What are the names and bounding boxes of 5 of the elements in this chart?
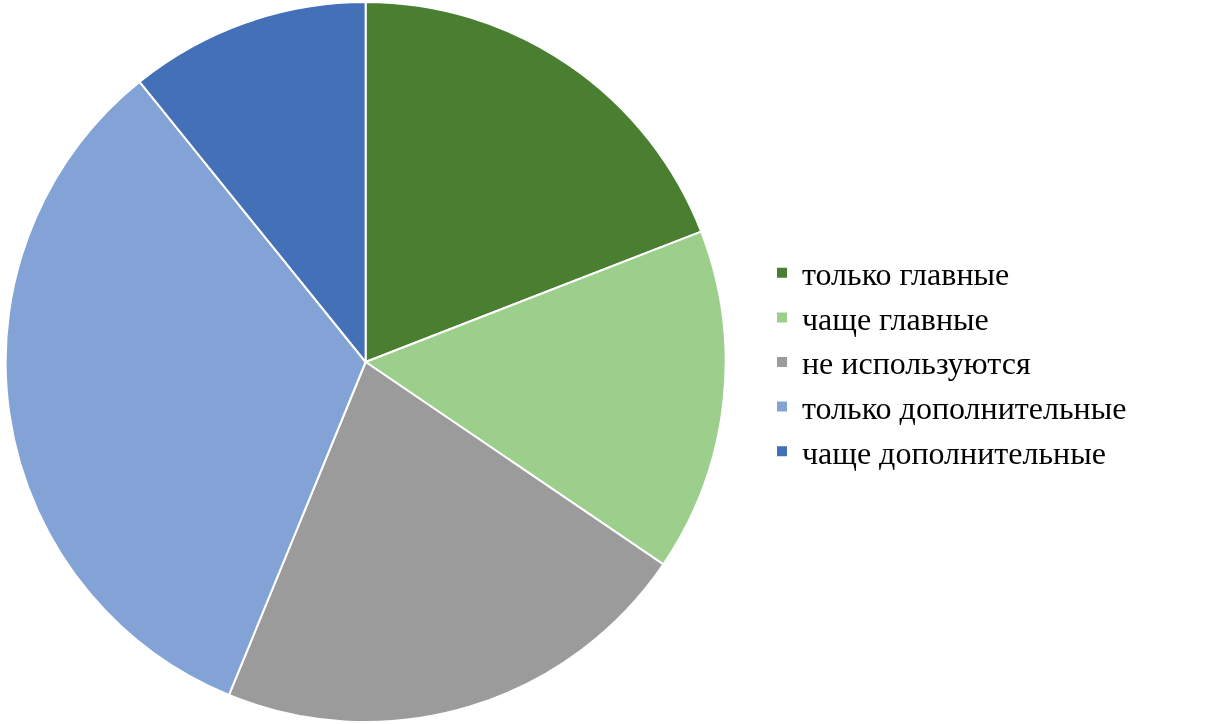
legend-label: чаще главные (801, 300, 989, 337)
legend-label: не используются (801, 345, 1031, 382)
legend-label: только дополнительные (801, 390, 1127, 427)
legend-label: только главные (801, 256, 1010, 293)
legend-label: чаще дополнительные (801, 434, 1106, 471)
